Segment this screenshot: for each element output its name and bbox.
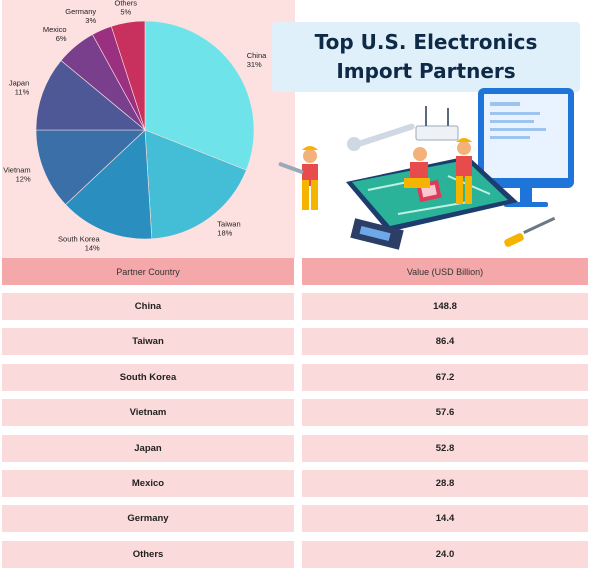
table-cell: 14.4 [302,505,588,532]
worker-left-icon [278,146,318,210]
table-cell: South Korea [2,364,294,391]
pie-label-germany: Germany 3% [65,7,96,25]
table-row: Germany 14.4 [2,505,588,532]
pie-label-others: Others 5% [115,0,138,17]
table-cell: 24.0 [302,541,588,568]
monitor-icon [478,88,574,207]
table-cell: 57.6 [302,399,588,426]
table-cell: Japan [2,435,294,462]
worker-right-icon [456,138,472,204]
table-header-row: Partner Country Value (USD Billion) [2,258,588,285]
chip-icon [350,218,404,250]
table-cell: Taiwan [2,328,294,355]
router-icon [415,106,459,141]
table-cell: 86.4 [302,328,588,355]
table-cell: 148.8 [302,293,588,320]
title-box: Top U.S. Electronics Import Partners [272,22,580,92]
pie-slice-taiwan [144,129,247,240]
pie-label-vietnam: Vietnam 12% [3,165,31,183]
table-cell: 52.8 [302,435,588,462]
worker-middle-icon [404,147,430,188]
table-cell: 28.8 [302,470,588,497]
title-line-2: Import Partners [336,59,516,83]
table-cell: Vietnam [2,399,294,426]
table-row: Others 24.0 [2,541,588,568]
table-header-cell: Partner Country [2,258,294,285]
table-header-cell: Value (USD Billion) [302,258,588,285]
title-line-1: Top U.S. Electronics [314,30,538,54]
table-cell: 67.2 [302,364,588,391]
pie-label-mexico: Mexico 6% [43,25,67,43]
pie-label-china: China 31% [247,51,267,69]
screwdriver-icon [504,216,556,247]
table-cell: Mexico [2,470,294,497]
table-row: South Korea 67.2 [2,364,588,391]
pie-label-south-korea: South Korea 14% [58,234,101,252]
pie-label-taiwan: Taiwan 18% [217,220,240,238]
pie-slice-china [144,20,255,171]
pie-slice-vietnam [35,129,146,206]
pie-slice-others [110,20,146,131]
wrench-icon [347,123,415,151]
table-cell: Germany [2,505,294,532]
table-cell: Others [2,541,294,568]
electronics-illustration [278,88,574,250]
pie-slice-south-korea [65,129,153,240]
table-row: Japan 52.8 [2,435,588,462]
table-row: Taiwan 86.4 [2,328,588,355]
table-row: China 148.8 [2,293,588,320]
pie-chart-panel: China 31% Taiwan 18% South Korea 14% Vietnam 12… [2,0,295,258]
pie-slice-japan [35,60,146,131]
table-cell: China [2,293,294,320]
table-row: Mexico 28.8 [2,470,588,497]
pie-chart: China 31% Taiwan 18% South Korea 14% Vietnam 12… [3,0,267,252]
pie-label-japan: Japan 11% [9,78,30,96]
circuit-board-icon [346,156,518,232]
table-row: Vietnam 57.6 [2,399,588,426]
